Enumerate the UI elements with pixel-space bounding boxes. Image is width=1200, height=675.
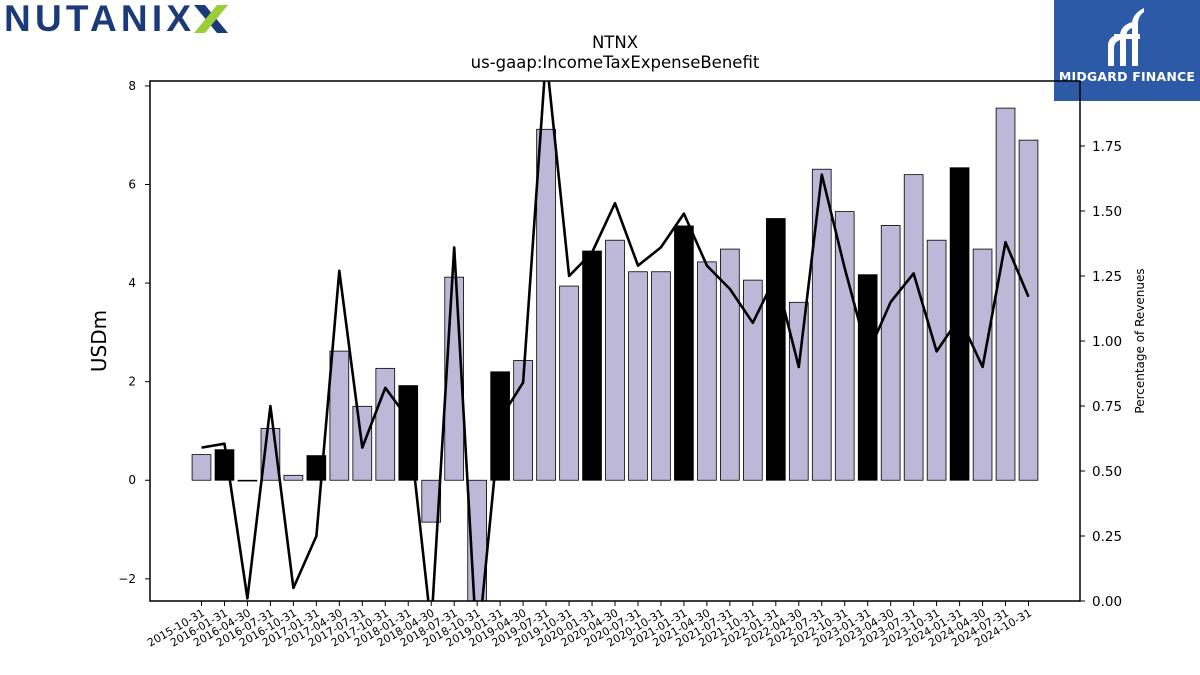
bar-2016-04-30 <box>237 479 258 482</box>
y-tick-label: 8 <box>128 79 136 93</box>
nutanix-x-mark <box>194 5 228 33</box>
y2-tick-label: 1.25 <box>1092 269 1122 285</box>
bar-2020-07-31 <box>628 271 648 481</box>
y2-tick-label: 1.00 <box>1092 334 1122 350</box>
nutanix-logo: NUTANIX <box>4 2 228 36</box>
bar-2017-04-30 <box>329 350 350 481</box>
y-tick-label: 4 <box>128 276 136 290</box>
y2-tick-label: 0.00 <box>1092 594 1122 610</box>
chart-title: NTNX <box>592 33 638 52</box>
y2-tick-label: 0.25 <box>1092 529 1122 545</box>
bar-2016-01-31 <box>214 449 235 481</box>
midgard-logo-icon <box>1108 8 1144 66</box>
bar-2023-01-31 <box>857 274 878 481</box>
y2-tick-label: 0.75 <box>1092 399 1122 415</box>
bar-2022-01-31 <box>765 218 786 481</box>
nutanix-logo-text: NUTANIX <box>4 2 192 36</box>
bar-2022-07-31 <box>811 168 832 481</box>
bar-2015-10-31 <box>191 454 212 481</box>
bar-2019-10-31 <box>559 285 579 481</box>
bar-2022-04-30 <box>788 301 809 481</box>
bar-2021-04-30 <box>697 261 717 481</box>
bar-2016-10-31 <box>283 474 304 481</box>
bar-2021-01-31 <box>674 225 694 481</box>
bar-2024-07-31 <box>995 107 1016 481</box>
y-tick-label: 0 <box>128 473 136 487</box>
y-axis-label: USDm <box>87 310 111 372</box>
y-tick-label: 6 <box>128 178 136 192</box>
percentage-line <box>201 81 1030 601</box>
y2-axis-label: Percentage of Revenues <box>1133 268 1147 413</box>
bar-2020-01-31 <box>582 250 602 481</box>
bar-2020-04-30 <box>605 239 625 481</box>
y2-tick-label: 0.50 <box>1092 464 1122 480</box>
bar-2022-10-31 <box>834 211 855 481</box>
bar-2021-07-31 <box>720 248 740 481</box>
bar-2023-10-31 <box>926 239 947 481</box>
bar-2019-07-31 <box>536 128 556 481</box>
bar-2023-04-30 <box>880 225 901 481</box>
y2-tick-label: 1.75 <box>1092 139 1122 155</box>
y-tick-label: 2 <box>128 375 136 389</box>
sponsor-name: MIDGARD FINANCE <box>1058 69 1196 84</box>
bar-2023-07-31 <box>903 174 924 481</box>
bar-2024-10-31 <box>1018 139 1039 481</box>
bar-2018-01-31 <box>398 385 419 481</box>
chart-subtitle: us-gaap:IncomeTaxExpenseBenefit <box>471 53 760 72</box>
bar-2020-10-31 <box>651 271 671 481</box>
y2-tick-label: 1.50 <box>1092 204 1122 220</box>
bar-2021-10-31 <box>743 279 763 481</box>
y-tick-label: −2 <box>118 572 136 586</box>
bar-2018-04-30 <box>421 479 442 523</box>
bar-2017-10-31 <box>375 367 396 481</box>
bar-2024-01-31 <box>949 167 970 481</box>
midgard-finance-badge: MIDGARD FINANCE <box>1054 0 1200 101</box>
